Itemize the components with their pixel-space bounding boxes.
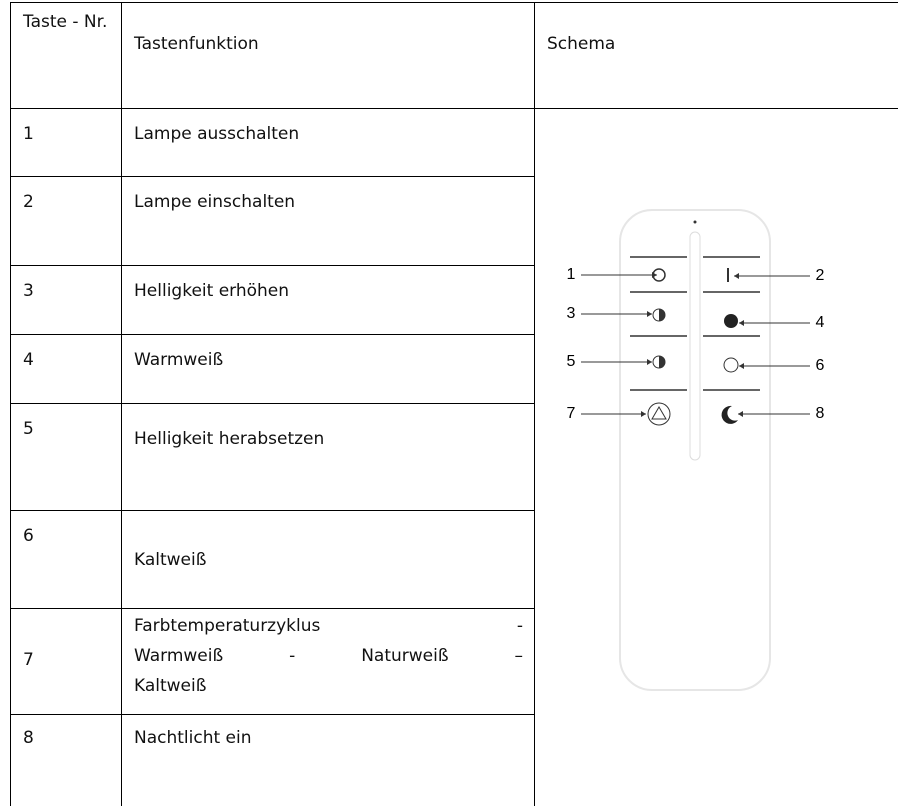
arrow-head bbox=[739, 320, 744, 326]
schema-cell bbox=[534, 108, 898, 806]
number-text: 6 bbox=[23, 526, 34, 546]
arrow-head bbox=[739, 363, 744, 369]
function-text: Lampe ausschalten bbox=[134, 124, 300, 144]
function-cell: Lampe einschalten bbox=[121, 176, 535, 266]
function-text: Nachtlicht ein bbox=[134, 728, 252, 748]
function-cell: Lampe ausschalten bbox=[121, 108, 535, 177]
number-cell: 1 bbox=[10, 108, 122, 177]
number-cell: 7 bbox=[10, 608, 122, 715]
number-cell: 4 bbox=[10, 334, 122, 404]
text-line: Farbtemperaturzyklus - bbox=[134, 616, 523, 636]
text-line: Kaltweiß bbox=[134, 676, 207, 696]
number-text: 5 bbox=[23, 419, 34, 439]
number-cell: 6 bbox=[10, 510, 122, 609]
function-cell: Helligkeit erhöhen bbox=[121, 265, 535, 335]
arrow-head bbox=[641, 411, 646, 417]
callout-number: 8 bbox=[816, 405, 825, 422]
number-cell: 3 bbox=[10, 265, 122, 335]
callout-number: 2 bbox=[816, 267, 825, 284]
callout-number: 4 bbox=[816, 314, 825, 331]
text-line: Warmweiß - Naturweiß – bbox=[134, 646, 523, 666]
number-cell: 8 bbox=[10, 714, 122, 806]
callout-number: 5 bbox=[567, 353, 576, 370]
number-text: 4 bbox=[23, 350, 34, 370]
number-text: 7 bbox=[23, 650, 34, 670]
header-cell: Schema bbox=[534, 2, 898, 109]
arrow-head bbox=[647, 359, 652, 365]
header-cell: Tastenfunktion bbox=[121, 2, 535, 109]
function-text: Helligkeit herabsetzen bbox=[134, 429, 325, 449]
number-text: 8 bbox=[23, 728, 34, 748]
function-text: Warmweiß bbox=[134, 350, 224, 370]
function-text: Helligkeit erhöhen bbox=[134, 281, 290, 301]
arrow-head bbox=[647, 311, 652, 317]
arrow-head bbox=[652, 272, 657, 278]
number-text: 2 bbox=[23, 192, 34, 212]
arrow-head bbox=[738, 411, 743, 417]
arrow-head bbox=[734, 273, 739, 279]
number-cell: 5 bbox=[10, 403, 122, 511]
remote-diagram: 1 2 3 4 5 6 7 8 bbox=[567, 209, 825, 691]
function-cell: Nachtlicht ein bbox=[121, 714, 535, 806]
callout-number: 6 bbox=[816, 357, 825, 374]
header-text: Schema bbox=[547, 34, 616, 54]
header-cell: Taste - Nr. bbox=[10, 2, 122, 109]
header-text: Tastenfunktion bbox=[134, 34, 259, 54]
function-cell: Kaltweiß bbox=[121, 510, 535, 609]
function-text: Lampe einschalten bbox=[134, 192, 296, 212]
number-cell: 2 bbox=[10, 176, 122, 266]
number-text: 1 bbox=[23, 124, 34, 144]
callout-number: 1 bbox=[567, 266, 576, 283]
function-cell: Farbtemperaturzyklus - Warmweiß - Naturwe… bbox=[121, 608, 535, 715]
function-cell: Warmweiß bbox=[121, 334, 535, 404]
callout-number: 3 bbox=[567, 305, 576, 322]
callout-number: 7 bbox=[567, 405, 576, 422]
function-text: Kaltweiß bbox=[134, 550, 207, 570]
header-text: Taste - Nr. bbox=[23, 12, 108, 32]
function-cell: Helligkeit herabsetzen bbox=[121, 403, 535, 511]
number-text: 3 bbox=[23, 281, 34, 301]
